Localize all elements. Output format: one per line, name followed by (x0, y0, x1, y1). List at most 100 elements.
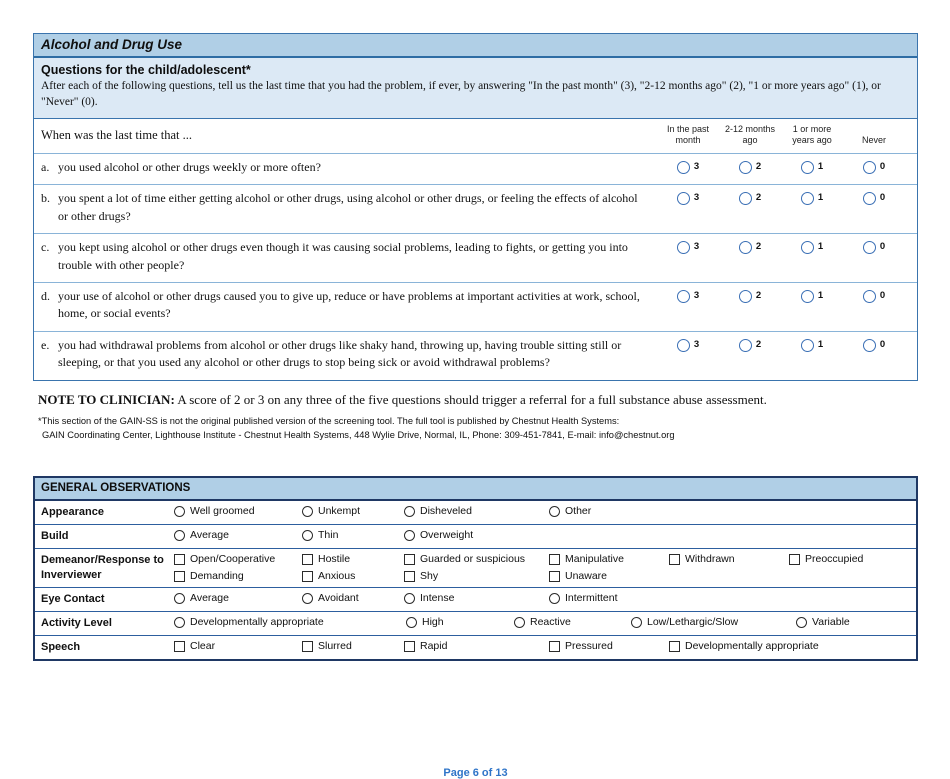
radio-icon[interactable] (514, 616, 525, 628)
radio-option-avoidant[interactable]: Avoidant (302, 592, 359, 604)
radio-icon[interactable] (404, 529, 415, 541)
radio-option-average[interactable]: Average (174, 529, 229, 541)
radio-option-variable[interactable]: Variable (796, 616, 850, 628)
radio-icon[interactable] (549, 592, 560, 604)
radio-icon[interactable] (862, 161, 876, 175)
checkbox-option-rapid[interactable]: Rapid (404, 640, 447, 652)
radio-icon[interactable] (738, 338, 752, 352)
radio-option-c-2[interactable]: 2 (719, 234, 781, 282)
radio-option-d-0[interactable]: 0 (843, 283, 905, 331)
radio-icon[interactable] (738, 241, 752, 255)
checkbox-icon[interactable] (549, 553, 560, 565)
radio-icon[interactable] (302, 529, 313, 541)
radio-icon[interactable] (676, 161, 690, 175)
radio-option-b-0[interactable]: 0 (843, 185, 905, 233)
radio-option-reactive[interactable]: Reactive (514, 616, 571, 628)
radio-option-intense[interactable]: Intense (404, 592, 454, 604)
radio-icon[interactable] (800, 192, 814, 206)
radio-icon[interactable] (406, 616, 417, 628)
radio-icon[interactable] (676, 338, 690, 352)
checkbox-option-pressured[interactable]: Pressured (549, 640, 613, 652)
checkbox-option-withdrawn[interactable]: Withdrawn (669, 553, 735, 565)
radio-icon[interactable] (631, 616, 642, 628)
radio-icon[interactable] (862, 192, 876, 206)
radio-icon[interactable] (174, 616, 185, 628)
radio-option-c-1[interactable]: 1 (781, 234, 843, 282)
radio-option-e-3[interactable]: 3 (657, 332, 719, 380)
radio-option-disheveled[interactable]: Disheveled (404, 505, 472, 517)
radio-option-other[interactable]: Other (549, 505, 591, 517)
radio-option-low-lethargic-slow[interactable]: Low/Lethargic/Slow (631, 616, 738, 628)
checkbox-option-demanding[interactable]: Demanding (174, 570, 244, 582)
radio-icon[interactable] (862, 241, 876, 255)
checkbox-icon[interactable] (404, 570, 415, 582)
radio-option-thin[interactable]: Thin (302, 529, 338, 541)
checkbox-option-developmentally-appropriate-speech[interactable]: Developmentally appropriate (669, 640, 819, 652)
radio-icon[interactable] (676, 241, 690, 255)
radio-option-average-eye[interactable]: Average (174, 592, 229, 604)
radio-icon[interactable] (174, 592, 185, 604)
radio-option-a-1[interactable]: 1 (781, 154, 843, 184)
radio-icon[interactable] (796, 616, 807, 628)
radio-icon[interactable] (862, 338, 876, 352)
checkbox-option-slurred[interactable]: Slurred (302, 640, 352, 652)
radio-option-developmentally-appropriate[interactable]: Developmentally appropriate (174, 616, 324, 628)
checkbox-option-anxious[interactable]: Anxious (302, 570, 355, 582)
checkbox-option-unaware[interactable]: Unaware (549, 570, 607, 582)
radio-icon[interactable] (302, 505, 313, 517)
radio-option-c-3[interactable]: 3 (657, 234, 719, 282)
radio-option-d-2[interactable]: 2 (719, 283, 781, 331)
checkbox-option-clear[interactable]: Clear (174, 640, 215, 652)
checkbox-option-guarded-or-suspicious[interactable]: Guarded or suspicious (404, 553, 525, 565)
checkbox-icon[interactable] (549, 570, 560, 582)
radio-option-high[interactable]: High (406, 616, 444, 628)
radio-option-e-0[interactable]: 0 (843, 332, 905, 380)
radio-icon[interactable] (800, 290, 814, 304)
radio-option-intermittent[interactable]: Intermittent (549, 592, 618, 604)
checkbox-icon[interactable] (302, 640, 313, 652)
radio-option-b-2[interactable]: 2 (719, 185, 781, 233)
radio-option-a-3[interactable]: 3 (657, 154, 719, 184)
checkbox-icon[interactable] (404, 553, 415, 565)
checkbox-icon[interactable] (174, 553, 185, 565)
radio-icon[interactable] (174, 529, 185, 541)
checkbox-icon[interactable] (174, 640, 185, 652)
radio-option-d-3[interactable]: 3 (657, 283, 719, 331)
checkbox-option-shy[interactable]: Shy (404, 570, 438, 582)
radio-icon[interactable] (862, 290, 876, 304)
radio-option-c-0[interactable]: 0 (843, 234, 905, 282)
radio-icon[interactable] (549, 505, 560, 517)
radio-option-a-2[interactable]: 2 (719, 154, 781, 184)
radio-option-d-1[interactable]: 1 (781, 283, 843, 331)
radio-icon[interactable] (676, 290, 690, 304)
checkbox-option-open-cooperative[interactable]: Open/Cooperative (174, 553, 275, 565)
checkbox-icon[interactable] (669, 640, 680, 652)
radio-option-a-0[interactable]: 0 (843, 154, 905, 184)
radio-icon[interactable] (676, 192, 690, 206)
radio-icon[interactable] (404, 592, 415, 604)
radio-icon[interactable] (800, 241, 814, 255)
radio-option-e-2[interactable]: 2 (719, 332, 781, 380)
radio-option-unkempt[interactable]: Unkempt (302, 505, 360, 517)
checkbox-icon[interactable] (404, 640, 415, 652)
radio-icon[interactable] (738, 161, 752, 175)
checkbox-icon[interactable] (789, 553, 800, 565)
radio-option-overweight[interactable]: Overweight (404, 529, 473, 541)
checkbox-icon[interactable] (302, 570, 313, 582)
checkbox-icon[interactable] (669, 553, 680, 565)
radio-option-b-3[interactable]: 3 (657, 185, 719, 233)
radio-icon[interactable] (738, 290, 752, 304)
radio-option-b-1[interactable]: 1 (781, 185, 843, 233)
radio-icon[interactable] (174, 505, 185, 517)
checkbox-option-preoccupied[interactable]: Preoccupied (789, 553, 863, 565)
checkbox-icon[interactable] (174, 570, 185, 582)
radio-icon[interactable] (302, 592, 313, 604)
radio-icon[interactable] (800, 338, 814, 352)
radio-icon[interactable] (800, 161, 814, 175)
radio-option-e-1[interactable]: 1 (781, 332, 843, 380)
radio-option-well-groomed[interactable]: Well groomed (174, 505, 255, 517)
checkbox-option-manipulative[interactable]: Manipulative (549, 553, 624, 565)
radio-icon[interactable] (738, 192, 752, 206)
checkbox-icon[interactable] (302, 553, 313, 565)
checkbox-icon[interactable] (549, 640, 560, 652)
